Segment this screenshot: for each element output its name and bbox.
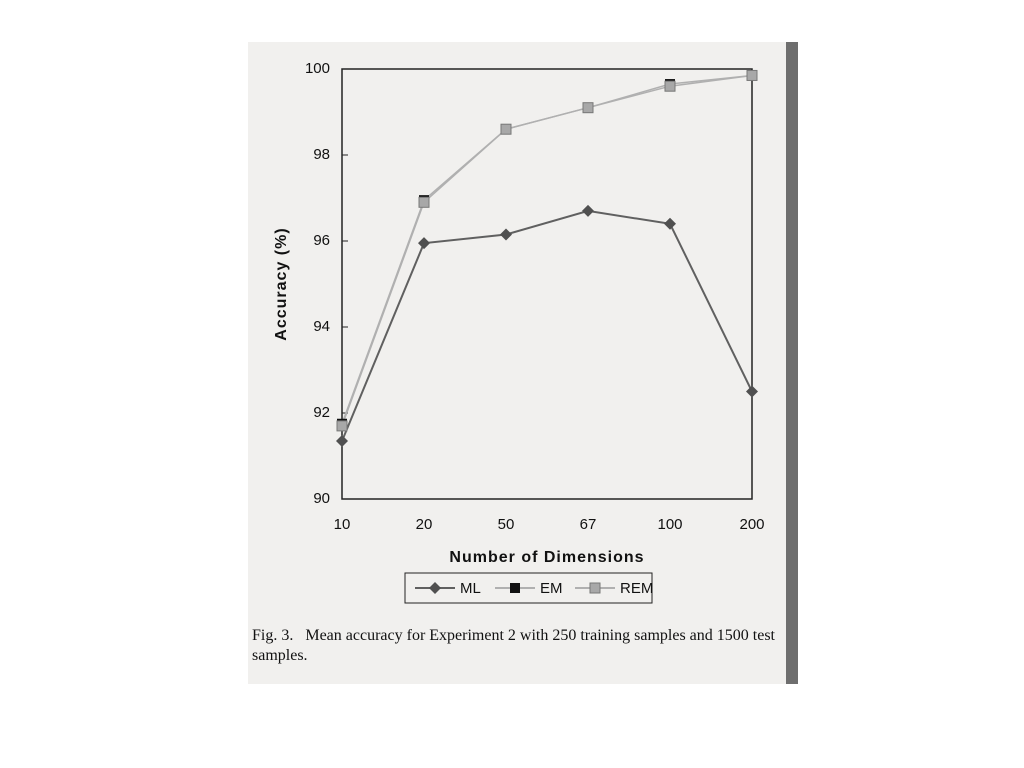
y-tick-label: 90 xyxy=(313,490,330,507)
marker xyxy=(664,80,676,92)
legend-label: ML xyxy=(460,580,481,597)
x-tick-label: 20 xyxy=(416,516,433,533)
marker xyxy=(418,237,430,250)
x-tick-label: 100 xyxy=(657,516,682,533)
page-edge xyxy=(786,42,798,684)
legend-box xyxy=(404,572,653,604)
x-tick-label: 10 xyxy=(334,516,351,533)
marker xyxy=(664,217,676,230)
x-axis-title: Number of Dimensions xyxy=(449,549,644,566)
plot-frame xyxy=(341,68,753,500)
marker xyxy=(336,420,348,432)
y-tick-label: 98 xyxy=(313,146,330,163)
legend-label: REM xyxy=(620,580,653,597)
marker xyxy=(582,204,594,217)
series-line xyxy=(341,209,753,442)
x-tick-label: 200 xyxy=(739,516,764,533)
marker xyxy=(418,196,430,208)
legend-marker xyxy=(589,582,601,594)
scanned-page xyxy=(248,42,798,684)
legend-marker xyxy=(510,583,520,593)
marker xyxy=(746,69,758,81)
marker xyxy=(500,123,512,135)
series-line xyxy=(341,74,753,427)
series-line xyxy=(341,74,753,425)
y-tick-label: 94 xyxy=(313,318,330,335)
marker xyxy=(582,102,594,114)
marker xyxy=(746,385,758,398)
legend-marker xyxy=(429,582,441,594)
x-tick-label: 67 xyxy=(580,516,597,533)
marker xyxy=(500,228,512,241)
marker xyxy=(336,434,348,447)
y-tick-label: 96 xyxy=(313,232,330,249)
y-axis-title: Accuracy (%) xyxy=(273,227,290,340)
caption: Fig. 3. Mean accuracy for Experiment 2 w… xyxy=(252,627,779,664)
y-tick-label: 100 xyxy=(305,60,330,77)
y-tick-label: 92 xyxy=(313,404,330,421)
legend-label: EM xyxy=(540,580,563,597)
x-tick-label: 50 xyxy=(498,516,515,533)
